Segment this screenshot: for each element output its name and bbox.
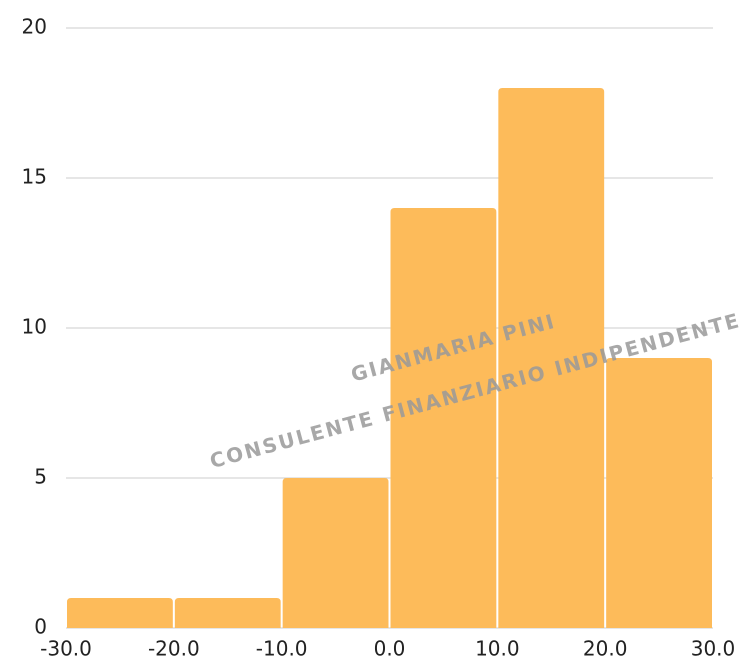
y-tick-label: 5 bbox=[34, 465, 47, 489]
y-tick-label: 20 bbox=[22, 15, 47, 39]
histogram-bar bbox=[67, 598, 173, 628]
histogram-bar bbox=[174, 598, 281, 628]
histogram-bar bbox=[498, 88, 605, 628]
x-tick-label: 0.0 bbox=[374, 637, 406, 661]
histogram-bar bbox=[390, 208, 497, 628]
y-tick-label: 15 bbox=[22, 165, 47, 189]
histogram-bar bbox=[282, 478, 389, 628]
x-tick-label: 20.0 bbox=[583, 637, 628, 661]
x-tick-label: 10.0 bbox=[475, 637, 520, 661]
x-tick-label: -20.0 bbox=[148, 637, 200, 661]
x-tick-label: 30.0 bbox=[691, 637, 736, 661]
histogram-bar bbox=[606, 358, 712, 628]
y-tick-label: 10 bbox=[22, 315, 47, 339]
x-tick-label: -30.0 bbox=[40, 637, 92, 661]
y-tick-label: 0 bbox=[34, 615, 47, 639]
x-tick-label: -10.0 bbox=[256, 637, 308, 661]
